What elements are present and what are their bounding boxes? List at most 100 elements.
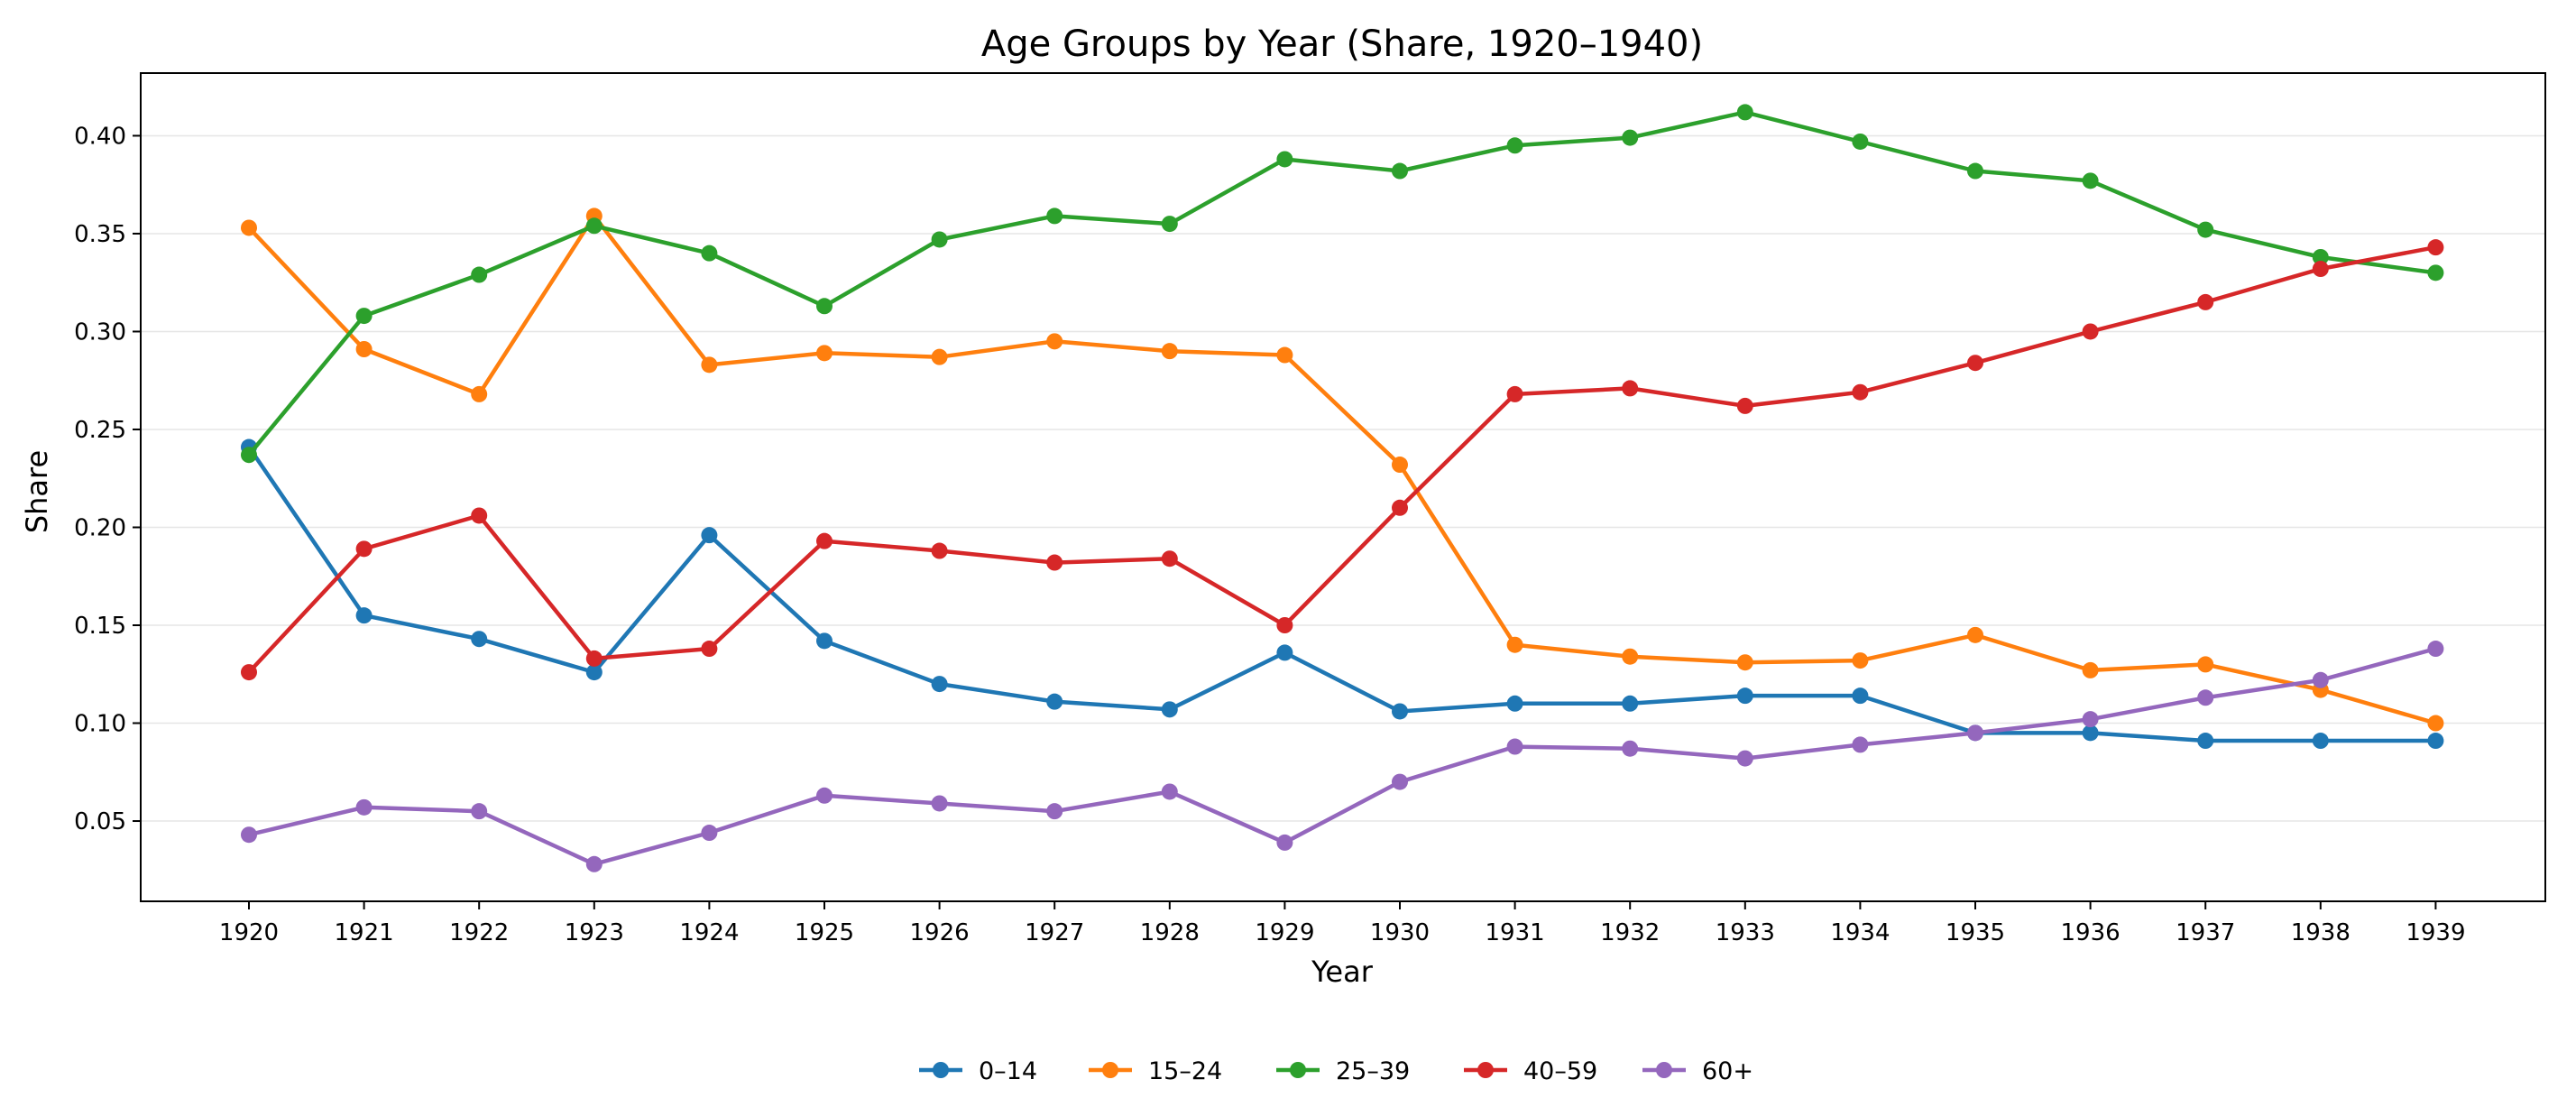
legend-marker (1102, 1062, 1118, 1078)
data-point (2197, 293, 2214, 310)
data-point (2082, 661, 2099, 678)
data-point (2427, 715, 2444, 732)
data-point (1276, 834, 1293, 851)
data-point (1622, 648, 1639, 665)
data-point (816, 787, 833, 804)
data-point (1161, 216, 1178, 233)
y-tick-label: 0.15 (74, 613, 126, 640)
data-point (1852, 652, 1869, 669)
x-tick-label: 1920 (219, 919, 279, 946)
data-point (701, 527, 718, 544)
legend-marker (933, 1062, 949, 1078)
data-point (2082, 323, 2099, 340)
data-point (931, 542, 948, 559)
data-point (931, 795, 948, 812)
x-tick-label: 1934 (1830, 919, 1890, 946)
data-point (701, 825, 718, 842)
x-tick-label: 1939 (2406, 919, 2465, 946)
data-point (1046, 333, 1063, 350)
x-tick-label: 1921 (335, 919, 394, 946)
data-point (1506, 695, 1523, 712)
data-point (1622, 380, 1639, 397)
x-axis-ticks: 1920 1921 1922 1923 1924 1925 1926 1927 1928 1929… (219, 901, 2465, 946)
data-point (2427, 239, 2444, 256)
data-point (701, 356, 718, 374)
data-point (1852, 687, 1869, 705)
data-point (471, 385, 488, 402)
series-60+ (241, 641, 2444, 872)
legend: 0–14 15–24 25–39 40–59 60+ (919, 1057, 1753, 1085)
data-point (1622, 740, 1639, 757)
data-point (816, 632, 833, 650)
y-tick-label: 0.40 (74, 123, 126, 150)
data-point (931, 231, 948, 248)
data-point (2197, 221, 2214, 238)
data-point (701, 245, 718, 262)
legend-item: 40–59 (1464, 1057, 1597, 1085)
data-point (1736, 654, 1753, 671)
data-point (2312, 249, 2329, 265)
series-line (246, 245, 2438, 675)
x-tick-label: 1936 (2061, 919, 2121, 946)
legend-label: 25–39 (1336, 1057, 1410, 1085)
data-point (1276, 151, 1293, 168)
legend-item: 25–39 (1276, 1057, 1410, 1085)
data-point (355, 607, 373, 624)
legend-item: 60+ (1642, 1057, 1753, 1085)
data-point (241, 826, 257, 844)
data-point (1506, 738, 1523, 755)
data-point (1046, 554, 1063, 571)
legend-marker (1477, 1062, 1494, 1078)
data-point (241, 447, 257, 464)
data-point (1852, 133, 1869, 150)
series-40–59 (241, 239, 2444, 681)
data-point (2312, 671, 2329, 688)
data-point (1622, 695, 1639, 712)
legend-marker (1656, 1062, 1672, 1078)
data-point (1967, 162, 1983, 180)
data-point (1967, 355, 1983, 372)
legend-label: 40–59 (1523, 1057, 1597, 1085)
data-point (585, 217, 603, 235)
y-axis-label: Share (20, 450, 54, 533)
data-point (471, 266, 488, 283)
x-axis-label: Year (1311, 955, 1374, 989)
y-tick-label: 0.25 (74, 417, 126, 444)
legend-item: 15–24 (1089, 1057, 1222, 1085)
data-point (2427, 641, 2444, 658)
legend-label: 15–24 (1148, 1057, 1222, 1085)
data-point (1161, 701, 1178, 718)
data-point (1736, 750, 1753, 767)
data-point (1276, 644, 1293, 661)
data-point (1046, 803, 1063, 820)
x-tick-label: 1928 (1140, 919, 1200, 946)
x-tick-label: 1937 (2176, 919, 2235, 946)
data-point (1161, 343, 1178, 360)
y-tick-label: 0.30 (74, 318, 126, 346)
data-point (1046, 693, 1063, 710)
data-point (2082, 172, 2099, 189)
x-tick-label: 1923 (565, 919, 624, 946)
data-point (2427, 264, 2444, 281)
x-tick-label: 1933 (1716, 919, 1775, 946)
series-line (246, 646, 2438, 867)
data-point (1161, 783, 1178, 800)
data-point (816, 532, 833, 549)
data-point (1392, 162, 1408, 180)
x-tick-label: 1927 (1025, 919, 1084, 946)
data-point (816, 298, 833, 315)
data-point (2312, 261, 2329, 278)
data-point (585, 650, 603, 667)
data-point (2427, 733, 2444, 750)
data-point (1392, 773, 1408, 790)
data-point (2082, 711, 2099, 728)
x-tick-label: 1929 (1255, 919, 1314, 946)
data-point (931, 348, 948, 365)
data-point (1967, 724, 1983, 742)
data-point (1736, 104, 1753, 121)
data-point (471, 803, 488, 820)
data-point (2197, 689, 2214, 706)
data-point (1392, 499, 1408, 516)
x-tick-label: 1932 (1600, 919, 1660, 946)
x-tick-label: 1924 (679, 919, 739, 946)
